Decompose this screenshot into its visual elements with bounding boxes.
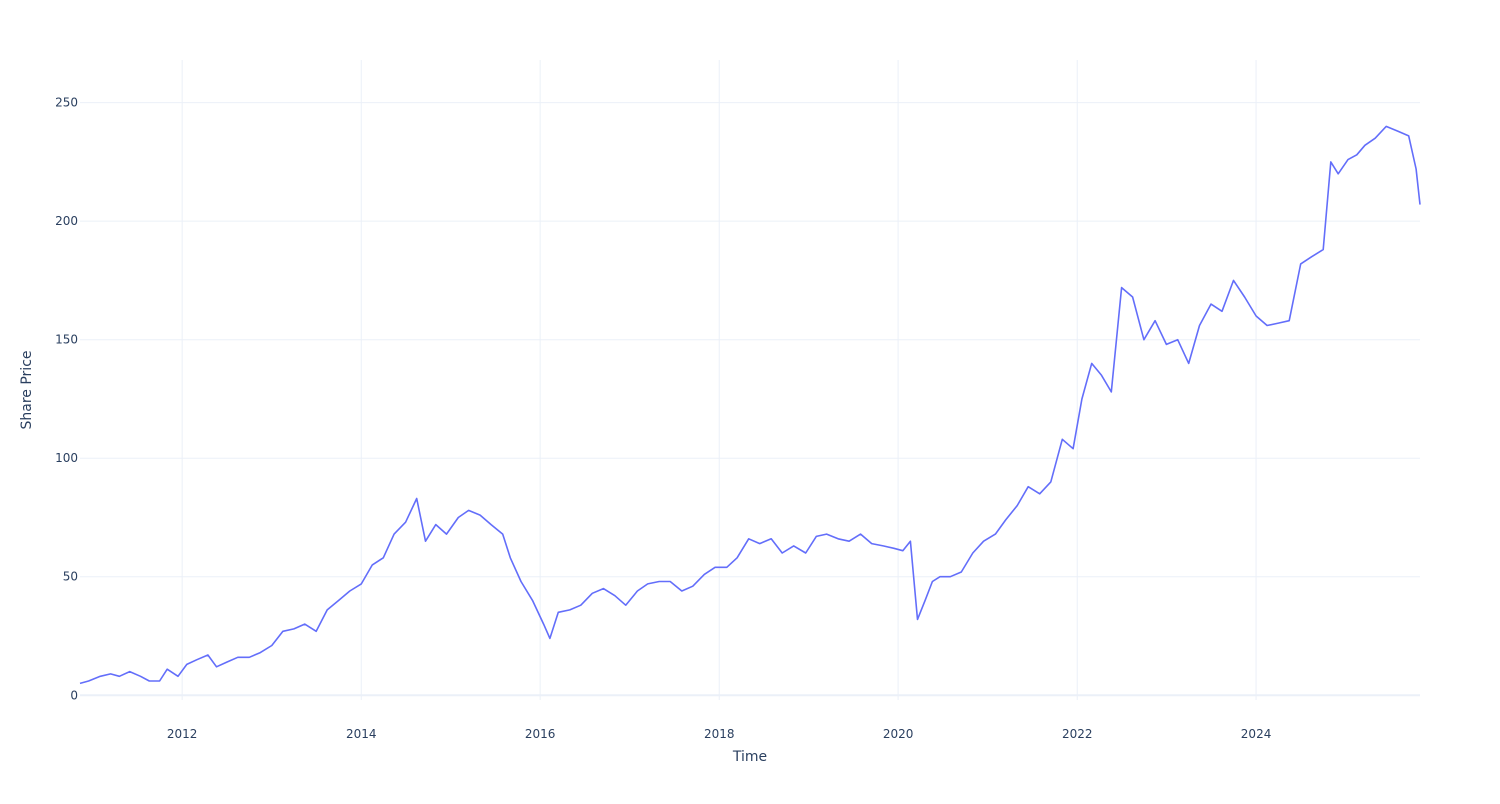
x-axis-title: Time xyxy=(732,749,767,765)
tick-labels: 2012 2014 2016 2018 2020 2022 2024 0 50 100 150 200… xyxy=(55,96,1271,741)
y-tick-label: 150 xyxy=(55,333,78,347)
y-axis-title: Share Price xyxy=(19,350,35,429)
x-tick-label: 2014 xyxy=(346,727,377,741)
x-tick-label: 2016 xyxy=(525,727,556,741)
x-tick-label: 2020 xyxy=(883,727,914,741)
x-tick-label: 2022 xyxy=(1062,727,1093,741)
x-tick-label: 2018 xyxy=(704,727,735,741)
grid-lines xyxy=(80,60,1420,700)
y-tick-label: 50 xyxy=(63,570,78,584)
y-tick-label: 200 xyxy=(55,214,78,228)
y-tick-label: 0 xyxy=(70,688,78,702)
price-series-line xyxy=(79,125,1421,685)
series-layer xyxy=(79,125,1421,685)
x-tick-label: 2024 xyxy=(1241,727,1272,741)
x-tick-label: 2012 xyxy=(167,727,198,741)
y-tick-label: 250 xyxy=(55,96,78,110)
y-tick-label: 100 xyxy=(55,451,78,465)
